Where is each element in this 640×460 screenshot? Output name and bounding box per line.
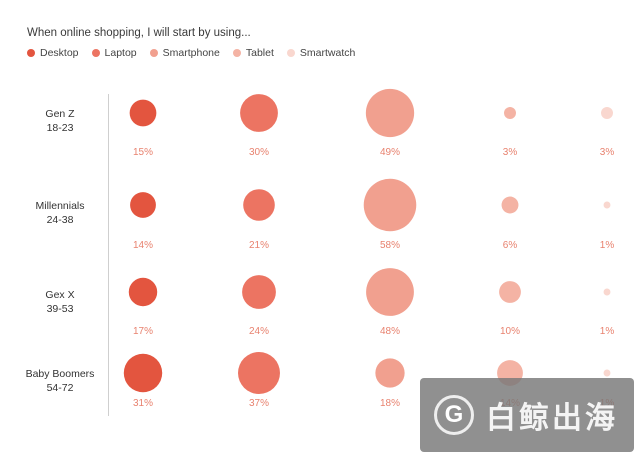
value-label-gex-x-tablet: 10%: [500, 326, 520, 337]
legend-label-laptop: Laptop: [104, 47, 137, 59]
legend-item-desktop: Desktop: [27, 47, 79, 59]
bubble-baby-boomers-laptop: [238, 352, 280, 394]
row-name: Gen Z: [45, 108, 75, 120]
value-label-millennials-tablet: 6%: [503, 240, 518, 251]
bubble-gen-z-tablet: [504, 107, 516, 119]
legend-item-laptop: Laptop: [91, 47, 137, 59]
bubble-gex-x-tablet: [499, 281, 521, 303]
bubble-gex-x-laptop: [242, 275, 276, 309]
row-name: Baby Boomers: [25, 368, 95, 380]
legend-label-smartphone: Smartphone: [162, 47, 220, 59]
value-label-baby-boomers-smartphone: 18%: [380, 398, 400, 409]
legend-dot-smartphone: [149, 49, 158, 57]
watermark-text: 白鲸出海: [486, 402, 618, 435]
bubble-millennials-smartphone: [363, 178, 417, 232]
value-label-gen-z-smartwatch: 3%: [600, 147, 615, 158]
legend-dot-smartwatch: [286, 49, 295, 57]
legend: Desktop Laptop Smartphone Tablet Smartwa…: [27, 47, 368, 59]
row-label-millennials: Millennials 24-38: [20, 199, 100, 227]
row-age: 54-72: [46, 382, 74, 394]
bubble-millennials-laptop: [243, 189, 275, 221]
legend-item-smartphone: Smartphone: [149, 47, 220, 59]
row-age: 39-53: [46, 303, 74, 315]
legend-item-tablet: Tablet: [232, 47, 274, 59]
bubble-baby-boomers-smartphone: [375, 358, 405, 388]
row-name: Millennials: [35, 200, 85, 212]
row-label-gen-z: Gen Z 18-23: [20, 107, 100, 135]
value-label-millennials-smartphone: 58%: [380, 240, 400, 251]
value-label-millennials-desktop: 14%: [133, 240, 153, 251]
value-label-millennials-smartwatch: 1%: [600, 240, 615, 251]
legend-dot-tablet: [232, 49, 241, 57]
row-age: 18-23: [46, 122, 74, 134]
chart-title: When online shopping, I will start by us…: [27, 27, 251, 39]
row-label-baby-boomers: Baby Boomers 54-72: [20, 367, 100, 395]
value-label-gex-x-desktop: 17%: [133, 326, 153, 337]
value-label-gen-z-desktop: 15%: [133, 147, 153, 158]
bubble-gex-x-desktop: [128, 277, 158, 307]
bubble-gex-x-smartwatch: [603, 288, 611, 296]
bubble-gen-z-desktop: [129, 99, 157, 127]
bubble-gen-z-laptop: [240, 94, 278, 132]
legend-dot-laptop: [91, 49, 100, 57]
bubble-gex-x-smartphone: [366, 268, 414, 316]
bubble-gen-z-smartphone: [365, 88, 415, 138]
watermark: G 白鲸出海: [420, 378, 634, 452]
legend-label-smartwatch: Smartwatch: [299, 47, 356, 59]
legend-dot-desktop: [27, 49, 35, 57]
legend-label-desktop: Desktop: [40, 47, 79, 59]
value-label-millennials-laptop: 21%: [249, 240, 269, 251]
bubble-baby-boomers-desktop: [123, 353, 163, 393]
value-label-gex-x-smartwatch: 1%: [600, 326, 615, 337]
bubble-gen-z-smartwatch: [601, 107, 613, 119]
value-label-gen-z-laptop: 30%: [249, 147, 269, 158]
value-label-gen-z-smartphone: 49%: [380, 147, 400, 158]
row-label-gen-x: Gex X 39-53: [20, 288, 100, 316]
value-label-baby-boomers-desktop: 31%: [133, 398, 153, 409]
bubble-millennials-desktop: [130, 192, 156, 218]
watermark-logo-icon: G: [434, 395, 474, 435]
legend-item-smartwatch: Smartwatch: [286, 47, 356, 59]
value-label-baby-boomers-laptop: 37%: [249, 398, 269, 409]
bubble-millennials-smartwatch: [603, 201, 611, 209]
value-label-gex-x-smartphone: 48%: [380, 326, 400, 337]
bubble-millennials-tablet: [501, 196, 519, 214]
legend-label-tablet: Tablet: [245, 47, 274, 59]
row-age: 24-38: [46, 214, 74, 226]
bubble-baby-boomers-smartwatch: [603, 369, 611, 377]
row-name: Gex X: [45, 289, 75, 301]
value-label-gen-z-tablet: 3%: [503, 147, 518, 158]
axis-line: [108, 94, 109, 416]
value-label-gex-x-laptop: 24%: [249, 326, 269, 337]
